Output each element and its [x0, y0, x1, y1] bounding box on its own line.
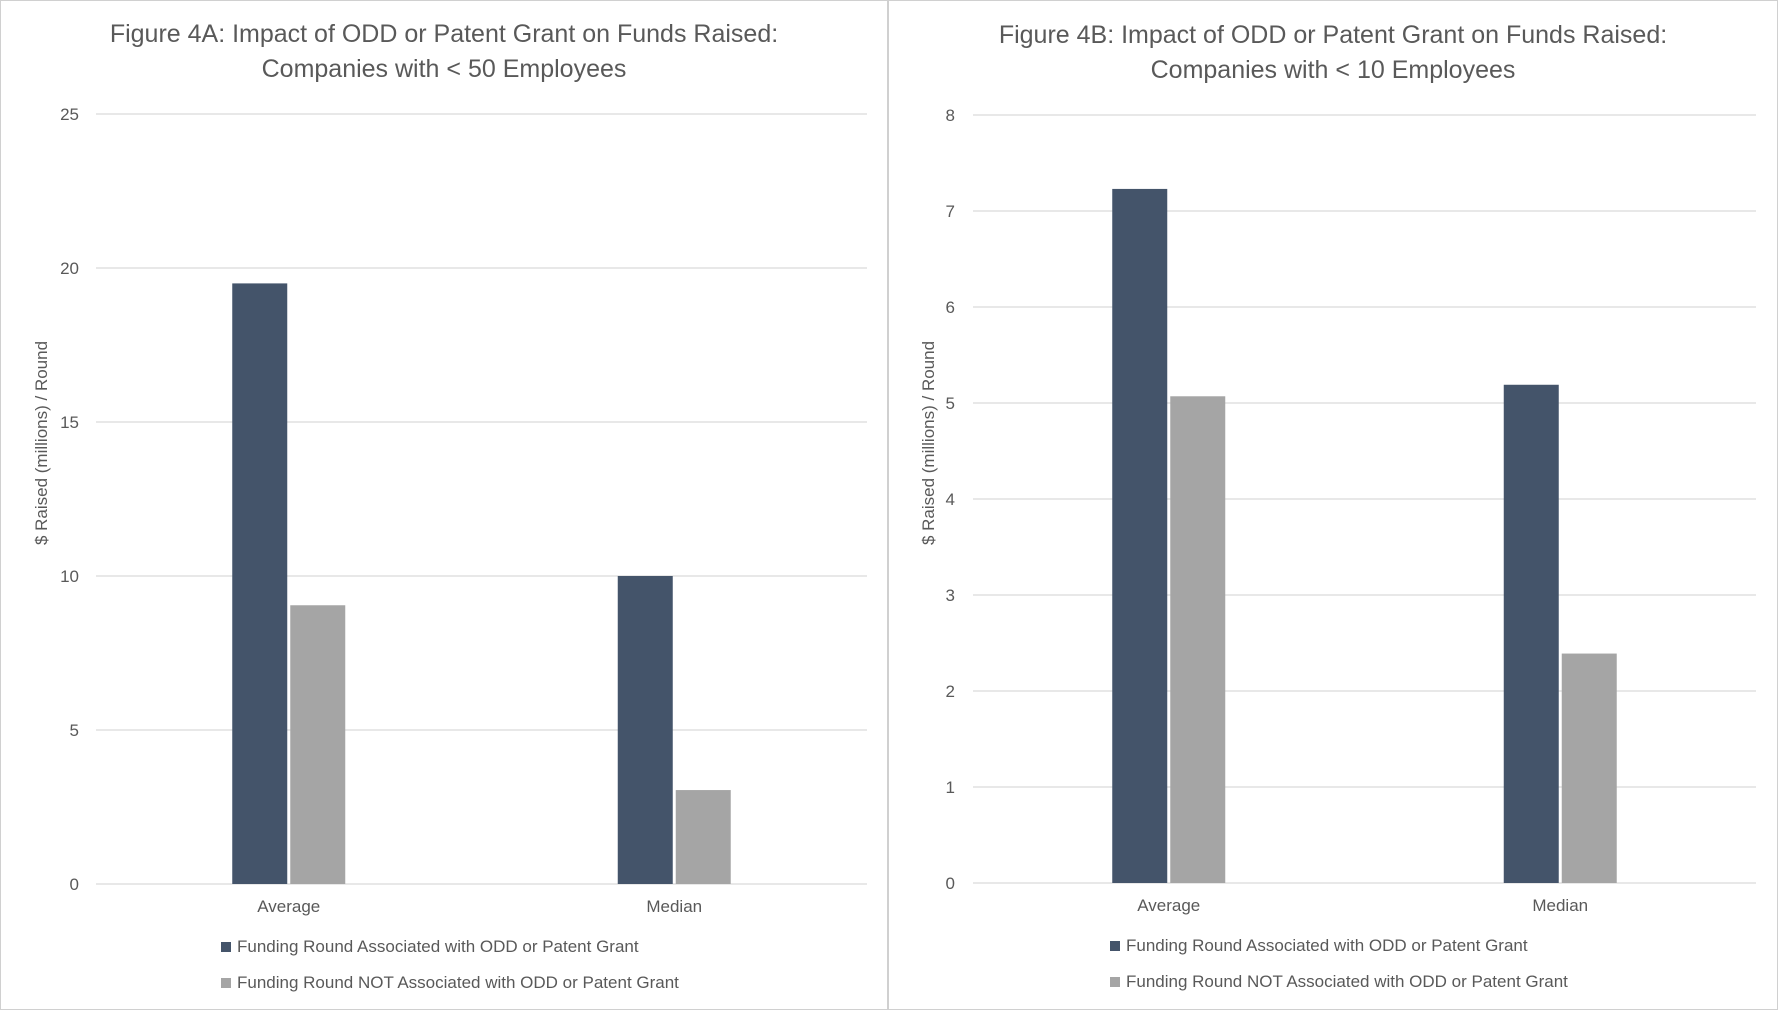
y-tick-label: 6 — [946, 298, 955, 317]
y-tick-label: 20 — [60, 259, 79, 278]
y-tick-label: 5 — [70, 721, 79, 740]
y-tick-label: 0 — [946, 874, 955, 893]
legend-item: Funding Round NOT Associated with ODD or… — [1110, 964, 1568, 1000]
legend: Funding Round Associated with ODD or Pat… — [221, 929, 679, 1001]
bar — [1561, 653, 1617, 883]
chart-panel-4b: Figure 4B: Impact of ODD or Patent Grant… — [888, 0, 1778, 1010]
chart-title-line-2: Companies with < 10 Employees — [1150, 56, 1516, 84]
y-tick-label: 1 — [946, 778, 955, 797]
y-tick-label: 2 — [946, 682, 955, 701]
chart-title-line-2: Companies with < 50 Employees — [261, 55, 627, 83]
legend-label: Funding Round Associated with ODD or Pat… — [237, 937, 639, 956]
chart-title-line-1: Figure 4A: Impact of ODD or Patent Grant… — [109, 20, 779, 48]
legend-label: Funding Round Associated with ODD or Pat… — [1126, 936, 1528, 955]
bar — [1112, 188, 1168, 884]
y-tick-label: 3 — [946, 586, 955, 605]
plot-area: 0 1 2 3 4 5 6 7 8 Average Median — [946, 106, 1756, 915]
x-tick-label: Median — [646, 897, 702, 916]
bar — [1503, 384, 1559, 883]
bar — [232, 283, 288, 884]
y-tick-label: 15 — [60, 413, 79, 432]
chart-title: Figure 4A: Impact of ODD or Patent Grant… — [1, 17, 887, 87]
legend-swatch — [221, 978, 231, 988]
y-tick-label: 4 — [946, 490, 955, 509]
bar — [1170, 396, 1226, 883]
chart-title: Figure 4B: Impact of ODD or Patent Grant… — [889, 18, 1777, 88]
legend-swatch — [1110, 977, 1120, 987]
y-tick-label: 25 — [60, 105, 79, 124]
legend-item: Funding Round Associated with ODD or Pat… — [221, 929, 679, 965]
legend-swatch — [221, 942, 231, 952]
chart-title-line-1: Figure 4B: Impact of ODD or Patent Grant… — [998, 21, 1668, 49]
y-tick-label: 5 — [946, 394, 955, 413]
y-tick-label: 0 — [70, 875, 79, 894]
y-tick-label: 10 — [60, 567, 79, 586]
plot-area: 0 5 10 15 20 25 Average Median — [60, 105, 867, 916]
legend-item: Funding Round Associated with ODD or Pat… — [1110, 928, 1568, 964]
y-tick-label: 7 — [946, 202, 955, 221]
legend-label: Funding Round NOT Associated with ODD or… — [237, 973, 679, 992]
chart-panel-4a: Figure 4A: Impact of ODD or Patent Grant… — [0, 0, 888, 1010]
bar — [675, 790, 731, 884]
legend-item: Funding Round NOT Associated with ODD or… — [221, 965, 679, 1001]
legend-label: Funding Round NOT Associated with ODD or… — [1126, 972, 1568, 991]
bar — [617, 576, 673, 884]
legend: Funding Round Associated with ODD or Pat… — [1110, 928, 1568, 1000]
x-tick-label: Average — [257, 897, 320, 916]
y-tick-label: 8 — [946, 106, 955, 125]
x-tick-label: Median — [1532, 896, 1588, 915]
bar — [290, 605, 346, 884]
legend-swatch — [1110, 941, 1120, 951]
x-tick-label: Average — [1137, 896, 1200, 915]
